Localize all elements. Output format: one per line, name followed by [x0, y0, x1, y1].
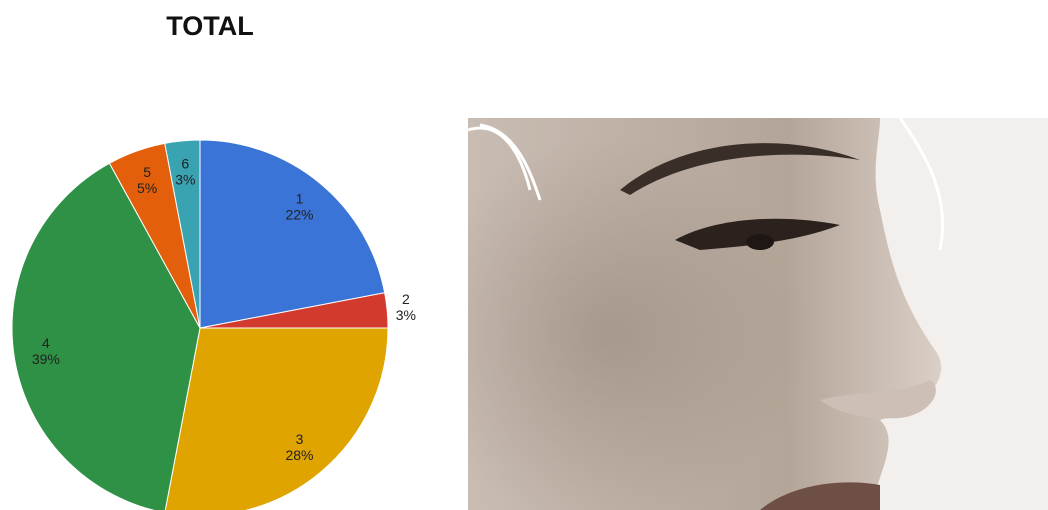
slice-category-label: 3 [296, 431, 304, 447]
pie [11, 139, 389, 510]
pie-slice [164, 139, 201, 329]
face-illustration [467, 117, 1048, 510]
slice-value-label: 3% [396, 307, 416, 323]
slice-category-label: 2 [402, 291, 410, 307]
slice-value-label: 5% [137, 180, 157, 196]
slice-category-label: 4 [42, 335, 50, 351]
pie-slice [11, 162, 201, 510]
slice-value-label: 28% [285, 447, 313, 463]
chart-title: TOTAL [166, 11, 254, 41]
pie-slice [199, 139, 386, 329]
slice-value-label: 22% [285, 206, 313, 222]
slice-value-label: 3% [175, 171, 195, 187]
slice-value-label: 39% [32, 351, 60, 367]
slice-category-label: 5 [143, 164, 151, 180]
pie-labels: 122%23%328%439%55%63% [32, 155, 416, 463]
slice-category-label: 1 [296, 190, 304, 206]
pie-slice [164, 327, 389, 510]
slice-category-label: 6 [181, 155, 189, 171]
